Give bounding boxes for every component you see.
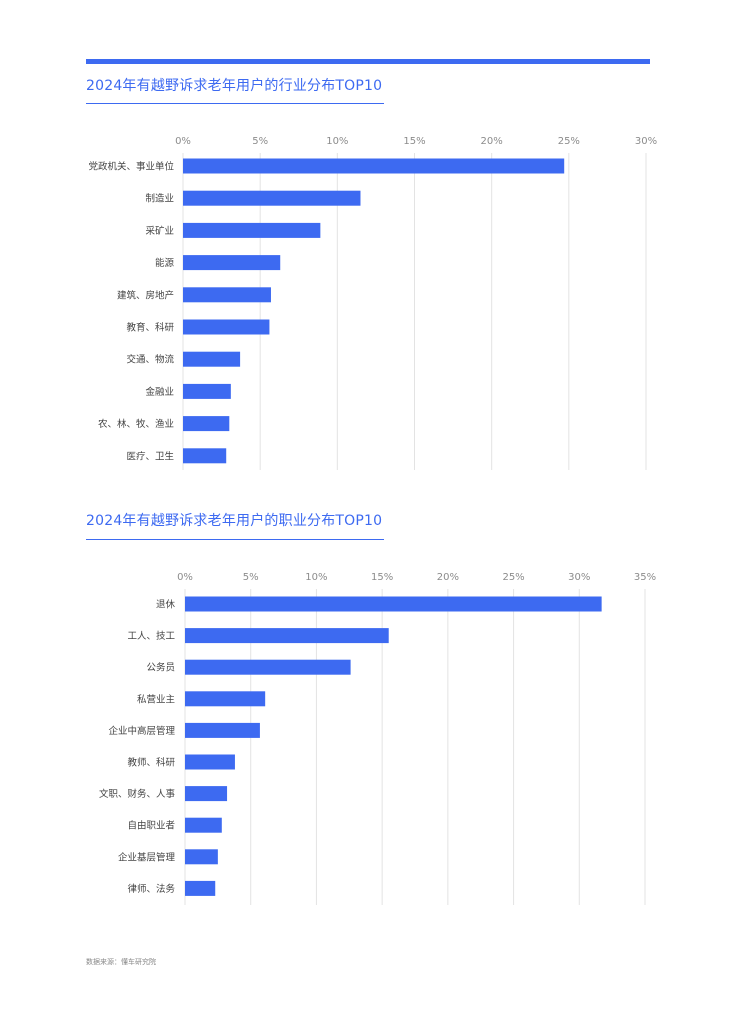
bar <box>185 659 351 675</box>
category-label: 企业中高层管理 <box>108 725 175 737</box>
top-accent-rule <box>86 59 650 64</box>
bar <box>183 383 231 399</box>
title-underline-occupation <box>86 539 384 540</box>
bar <box>183 255 281 271</box>
industry-bar-chart: 0% 5% 10% 15% 20% 25% 30% 党政机关、事业单位制造业采矿业能源建筑、房… <box>88 136 657 470</box>
category-label: 自由职业者 <box>127 820 175 832</box>
chart-title-industry: 2024年有越野诉求老年用户的行业分布TOP10 <box>86 78 383 94</box>
category-label: 建筑、房地产 <box>117 289 174 301</box>
category-label: 公务员 <box>146 662 175 674</box>
bar <box>183 319 270 335</box>
category-label: 文职、财务、人事 <box>99 788 176 800</box>
x-tick-label: 25% <box>502 572 524 583</box>
category-label: 律师、法务 <box>127 883 175 895</box>
x-tick-label: 0% <box>175 136 191 147</box>
category-label: 教育、科研 <box>126 322 174 334</box>
category-label: 私营业主 <box>137 693 175 705</box>
x-tick-label: 0% <box>177 572 193 583</box>
x-tick-label: 5% <box>243 572 259 583</box>
category-label: 工人、技工 <box>127 630 175 642</box>
category-label: 制造业 <box>145 193 174 205</box>
bar <box>185 817 222 833</box>
chart-title-occupation: 2024年有越野诉求老年用户的职业分布TOP10 <box>86 513 383 529</box>
category-label: 农、林、牧、渔业 <box>98 418 174 430</box>
category-label: 金融业 <box>145 386 174 398</box>
title-underline-industry <box>86 103 384 104</box>
x-tick-label: 30% <box>568 572 590 583</box>
category-label: 退休 <box>156 599 176 611</box>
data-source-note: 数据来源：懂车研究院 <box>86 958 156 966</box>
bar <box>183 416 230 432</box>
bar <box>183 448 227 464</box>
category-label: 采矿业 <box>145 225 174 237</box>
x-tick-label: 30% <box>635 136 657 147</box>
bar <box>185 722 260 738</box>
bar <box>183 287 271 303</box>
bar <box>185 596 602 612</box>
bar <box>185 849 218 865</box>
bar <box>185 880 216 896</box>
x-tick-label: 25% <box>558 136 580 147</box>
category-label: 医疗、卫生 <box>126 450 174 462</box>
x-tick-label: 20% <box>437 572 459 583</box>
x-tick-label: 20% <box>481 136 503 147</box>
bar <box>183 158 565 174</box>
x-tick-label: 15% <box>403 136 425 147</box>
x-tick-label: 10% <box>305 572 327 583</box>
bar <box>185 691 266 707</box>
x-tick-label: 5% <box>252 136 268 147</box>
category-label: 教师、科研 <box>127 757 175 769</box>
category-label: 企业基层管理 <box>118 851 176 863</box>
x-tick-label: 15% <box>371 572 393 583</box>
x-tick-label: 10% <box>326 136 348 147</box>
bar <box>183 351 241 367</box>
bar <box>183 190 361 206</box>
bar <box>183 222 321 238</box>
bar <box>185 628 389 644</box>
bar <box>185 754 235 770</box>
x-tick-label: 35% <box>634 572 656 583</box>
category-label: 交通、物流 <box>126 354 174 366</box>
category-label: 党政机关、事业单位 <box>88 161 174 173</box>
occupation-bar-chart: 0% 5% 10% 15% 20% 25% 30% 35% 退休工人、技工公务员私营业主企业中高… <box>99 572 656 905</box>
bar <box>185 786 228 802</box>
category-label: 能源 <box>155 257 175 269</box>
